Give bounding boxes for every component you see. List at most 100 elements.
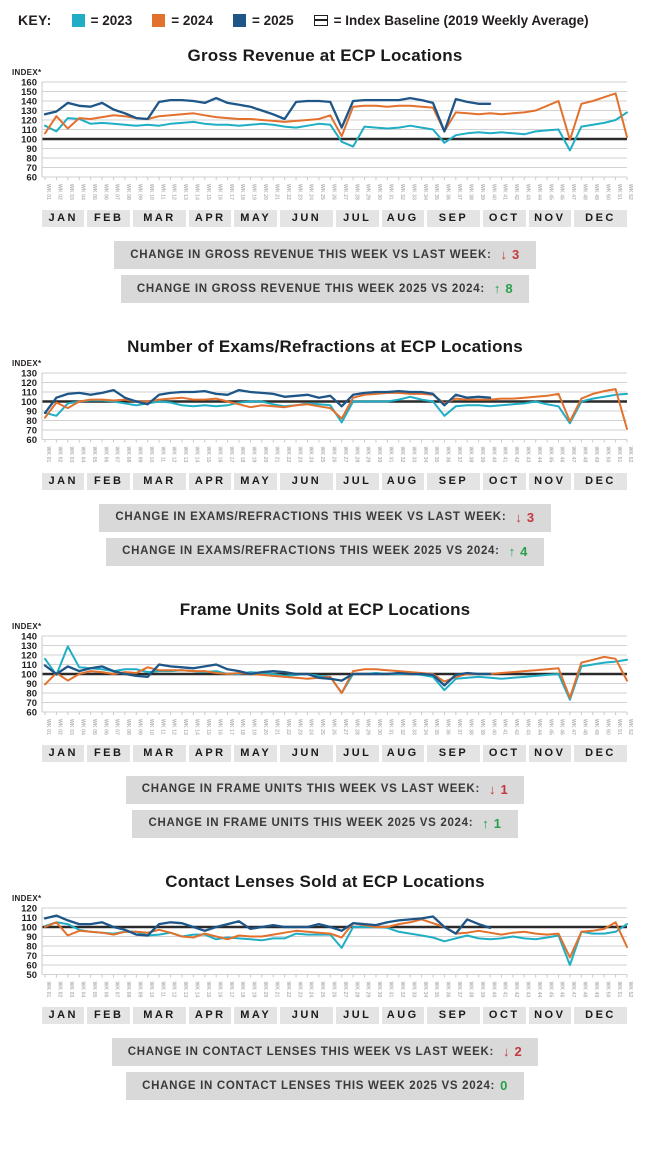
week-tick-label: WK 03 [68,719,74,735]
index-axis-label: INDEX* [12,68,42,77]
week-tick-label: WK 30 [376,719,382,735]
week-tick-label: WK 13 [182,184,188,200]
month-label-aug: AUG [381,1007,424,1024]
week-tick-label: WK 16 [216,184,222,200]
change-value: 8 [505,281,514,296]
y-axis-tick-label: 60 [26,435,37,446]
series-line-2025 [43,96,492,133]
week-tick-label: WK 14 [194,719,200,735]
week-tick-label: WK 32 [399,719,405,735]
week-tick-label: WK 02 [57,719,63,735]
week-tick-label: WK 03 [68,447,74,463]
week-tick-label: WK 50 [604,719,610,735]
week-tick-label: WK 31 [388,447,394,463]
week-tick-label: WK 27 [342,719,348,735]
change-banner: CHANGE IN EXAMS/REFRACTIONS THIS WEEK 20… [106,537,544,566]
legend-item-2025: = 2025 [232,13,294,28]
month-label-aug: AUG [381,210,424,227]
week-tick-label: WK 03 [68,981,74,997]
week-tick-label: WK 39 [479,719,485,735]
index-axis-label: INDEX* [12,359,42,368]
week-tick-label: WK 52 [627,447,633,463]
week-tick-label: WK 25 [319,447,325,463]
change-banner: CHANGE IN FRAME UNITS THIS WEEK VS LAST … [125,775,525,804]
week-tick-label: WK 39 [479,981,485,997]
change-value: 2 [514,1044,523,1059]
key-label: KEY: [18,12,52,28]
y-axis-tick-label: 70 [26,425,37,436]
down-arrow-icon: ↓ [500,247,508,262]
month-axis: JAN FEB MAR APR MAY JUN JUL AUG SEP OCT NOV DEC [42,1007,628,1024]
month-label-feb: FEB [87,210,130,227]
y-axis-tick-label: 70 [26,950,37,961]
week-tick-label: WK 10 [148,184,154,200]
week-tick-label: WK 27 [342,447,348,463]
week-tick-label: WK 25 [319,719,325,735]
change-value: 3 [526,509,535,525]
week-tick-label: WK 40 [490,981,496,997]
week-tick-label: WK 49 [593,447,599,463]
week-tick-label: WK 01 [45,447,51,463]
week-tick-label: WK 26 [330,184,336,200]
week-tick-label: WK 07 [114,719,120,735]
week-tick-label: WK 15 [205,719,211,735]
y-axis-tick-label: 110 [22,125,37,136]
month-label-oct: OCT [483,210,526,227]
week-tick-label: WK 32 [399,447,405,463]
week-tick-label: WK 48 [582,719,588,735]
up-arrow-icon: ↑ [508,543,516,559]
series-line-2024 [44,655,628,699]
month-label-jun: JUN [279,1007,334,1024]
week-tick-label: WK 51 [616,981,622,997]
y-axis-tick-label: 140 [21,96,37,107]
week-tick-label: WK 22 [285,184,291,200]
week-tick-label: WK 41 [502,981,508,997]
week-tick-label: WK 30 [376,184,382,200]
week-tick-label: WK 02 [57,184,63,200]
week-tick-label: WK 16 [216,447,222,463]
month-label-jun: JUN [279,744,334,762]
chart-section: Number of Exams/Refractions at ECP Locat… [0,337,650,566]
legend-key-row: KEY: = 2023 = 2024 = 2025 = Index Baseline … [0,0,650,30]
week-tick-label: WK 46 [559,447,565,463]
week-tick-label: WK 24 [308,184,314,200]
month-label-jul: JUL [336,1007,379,1024]
week-tick-label: WK 39 [479,184,485,200]
week-tick-label: WK 24 [308,981,314,997]
y-axis-tick-label: 100 [21,397,37,408]
change-banner-label: CHANGE IN FRAME UNITS THIS WEEK 2025 VS … [148,817,474,829]
week-tick-label: WK 40 [490,184,496,200]
month-axis: JAN FEB MAR APR MAY JUN JUL AUG SEP OCT NOV DEC [42,744,628,762]
charts-container: Gross Revenue at ECP Locations INDEX* 60… [0,46,650,1100]
month-label-dec: DEC [573,210,628,227]
legend-item-label: = 2023 [90,12,133,28]
week-tick-label: WK 19 [251,719,257,735]
month-label-mar: MAR [132,1007,187,1024]
week-tick-label: WK 42 [513,447,519,463]
week-tick-label: WK 43 [524,447,530,463]
week-tick-label: WK 27 [342,981,348,997]
week-tick-label: WK 48 [582,184,588,200]
week-tick-label: WK 05 [91,981,97,997]
chart-title: Frame Units Sold at ECP Locations [179,599,471,619]
week-tick-label: WK 49 [593,719,599,735]
week-tick-label: WK 46 [559,981,565,997]
week-tick-label: WK 12 [171,184,177,200]
change-value: 1 [493,815,502,831]
month-label-sep: SEP [426,210,481,227]
series-line-2024 [44,388,628,430]
week-tick-label: WK 11 [159,184,165,200]
y-axis-tick-label: 50 [26,969,37,980]
week-tick-label: WK 43 [524,719,530,735]
month-label-feb: FEB [87,472,130,490]
week-tick-label: WK 23 [296,447,302,463]
month-label-may: MAY [234,210,277,227]
week-tick-label: WK 41 [502,447,508,463]
chart-banners: CHANGE IN CONTACT LENSES THIS WEEK VS LA… [0,1038,650,1100]
week-tick-label: WK 01 [45,719,51,735]
week-tick-label: WK 21 [273,719,279,735]
week-tick-label: WK 10 [148,447,154,463]
